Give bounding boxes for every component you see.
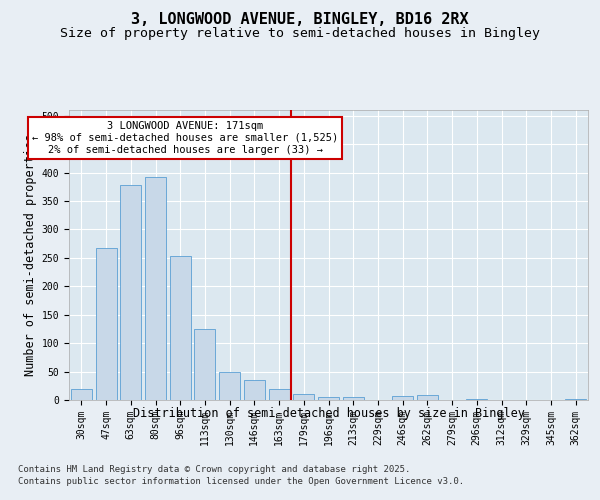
Bar xyxy=(318,397,339,400)
Bar xyxy=(293,394,314,400)
Bar xyxy=(194,329,215,400)
Bar xyxy=(145,176,166,400)
Bar xyxy=(466,399,487,400)
Text: 3, LONGWOOD AVENUE, BINGLEY, BD16 2RX: 3, LONGWOOD AVENUE, BINGLEY, BD16 2RX xyxy=(131,12,469,28)
Bar xyxy=(95,248,116,400)
Bar xyxy=(343,397,364,400)
Text: Distribution of semi-detached houses by size in Bingley: Distribution of semi-detached houses by … xyxy=(133,408,525,420)
Text: 3 LONGWOOD AVENUE: 171sqm
← 98% of semi-detached houses are smaller (1,525)
2% o: 3 LONGWOOD AVENUE: 171sqm ← 98% of semi-… xyxy=(32,122,338,154)
Text: Contains HM Land Registry data © Crown copyright and database right 2025.: Contains HM Land Registry data © Crown c… xyxy=(18,465,410,474)
Bar xyxy=(565,399,586,400)
Bar xyxy=(71,388,92,400)
Bar xyxy=(392,396,413,400)
Bar xyxy=(170,256,191,400)
Bar xyxy=(417,396,438,400)
Bar xyxy=(120,185,141,400)
Y-axis label: Number of semi-detached properties: Number of semi-detached properties xyxy=(25,134,37,376)
Bar xyxy=(219,372,240,400)
Bar xyxy=(269,388,290,400)
Text: Contains public sector information licensed under the Open Government Licence v3: Contains public sector information licen… xyxy=(18,478,464,486)
Bar xyxy=(244,380,265,400)
Text: Size of property relative to semi-detached houses in Bingley: Size of property relative to semi-detach… xyxy=(60,28,540,40)
